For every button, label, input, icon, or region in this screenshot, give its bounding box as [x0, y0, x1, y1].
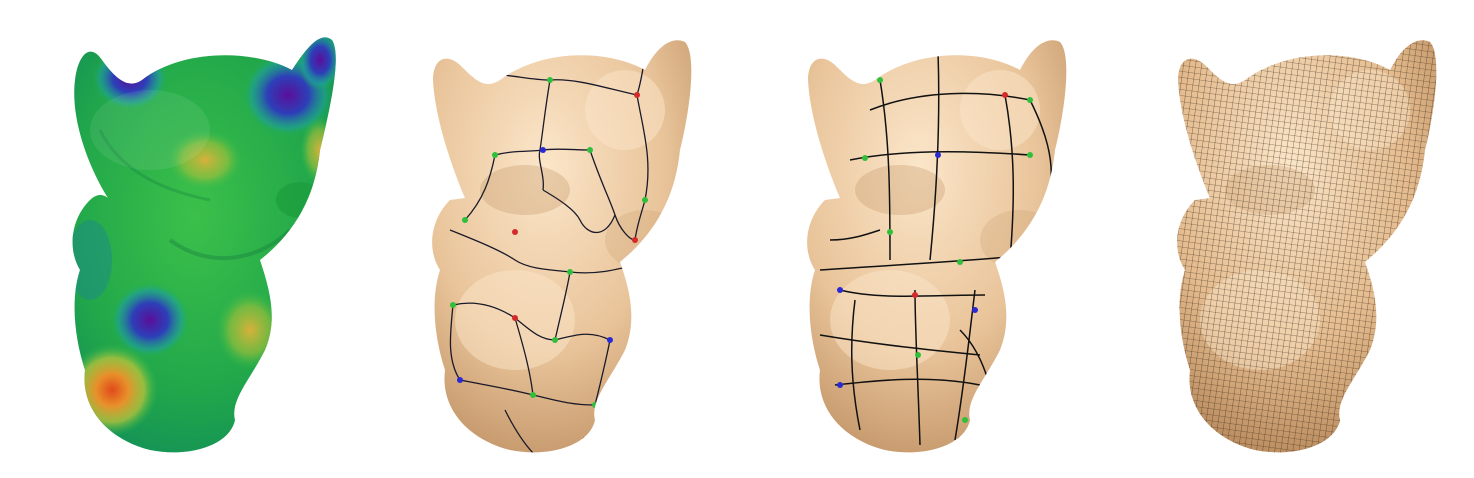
initial-partition-panel [405, 0, 715, 478]
scalar-field-panel [30, 0, 360, 478]
smoothed-layout-panel [780, 0, 1090, 478]
initial-partition-render [432, 40, 692, 453]
smoothed-layout-render [807, 40, 1067, 453]
quad-mesh-render [1177, 40, 1437, 453]
scalar-field-render [72, 37, 336, 453]
quad-mesh-panel [1150, 0, 1460, 478]
